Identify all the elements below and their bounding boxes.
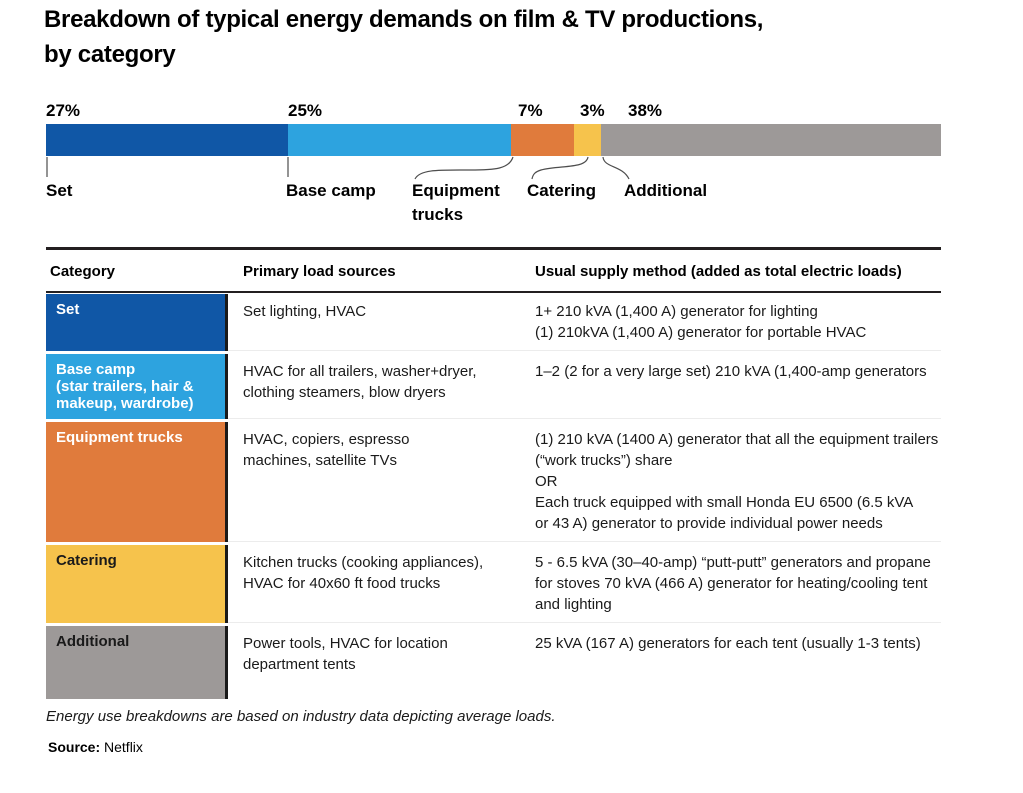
pct-label-catering: 3% [580,101,605,120]
energy-table: Category Primary load sources Usual supp… [46,247,941,699]
table-row-catering: Catering Kitchen trucks (cooking applian… [46,545,941,623]
supply-cell: 1+ 210 kVA (1,400 A) generator for light… [535,303,867,341]
sources-cell: Kitchen trucks (cooking appliances), HVA… [243,554,484,592]
category-cell: Set [46,294,228,351]
bar-value-labels: 27% 25% 7% 3% 38% [0,101,1023,121]
bar-label-base-camp: Base camp [286,181,376,200]
header-category: Category [50,263,116,280]
bar-segment-base-camp [287,124,512,156]
pct-label-equipment-trucks: 7% [518,101,543,120]
supply-cell: 5 - 6.5 kVA (30–40-amp) “putt-putt” gene… [535,554,931,613]
table-row-set: Set Set lighting, HVAC 1+ 210 kVA (1,400… [46,294,941,351]
category-cell: Equipment trucks [46,422,228,542]
category-cell: Additional [46,626,228,699]
table-row-additional: Additional Power tools, HVAC for locatio… [46,626,941,699]
stacked-bar [46,124,941,156]
source-value: Netflix [104,739,143,755]
table-header-row: Category Primary load sources Usual supp… [46,250,941,291]
footnote: Energy use breakdowns are based on indus… [46,708,556,725]
source-label: Source: [48,739,101,755]
supply-cell: (1) 210 kVA (1400 A) generator that all … [535,431,939,532]
supply-cell: 1–2 (2 for a very large set) 210 kVA (1,… [535,363,927,380]
pct-label-base-camp: 25% [288,101,323,120]
bar-segment-set [46,124,288,156]
bar-segment-additional [600,124,941,156]
bar-label-set: Set [46,181,73,200]
bar-segment-equipment-trucks [511,124,575,156]
source-line: Source: Netflix [48,739,143,755]
leader-lines [46,156,630,180]
pct-label-additional: 38% [628,101,663,120]
bar-label-catering: Catering [527,181,596,200]
sources-cell: HVAC, copiers, espresso machines, satell… [243,431,410,469]
table-header-rule [46,291,941,293]
category-cell: Catering [46,545,228,623]
table-row-base-camp: Base camp (star trailers, hair & makeup,… [46,354,941,419]
pct-label-set: 27% [46,101,81,120]
bar-segment-catering [574,124,601,156]
page-title: Breakdown of typical energy demands on f… [44,6,764,68]
table-top-rule [46,247,941,250]
sources-cell: Set lighting, HVAC [243,303,367,320]
sources-cell: HVAC for all trailers, washer+dryer, clo… [243,363,477,401]
table-row-equipment-trucks: Equipment trucks HVAC, copiers, espresso… [46,422,941,542]
supply-cell: 25 kVA (167 A) generators for each tent … [535,635,921,652]
table-body: Set Set lighting, HVAC 1+ 210 kVA (1,400… [46,294,941,699]
category-cell: Base camp (star trailers, hair & makeup,… [46,354,228,419]
bar-label-equipment-trucks: Equipment trucks [412,181,500,224]
header-primary-load-sources: Primary load sources [243,263,396,280]
header-usual-supply-method: Usual supply method (added as total elec… [535,263,902,280]
sources-cell: Power tools, HVAC for location departmen… [243,635,448,673]
bar-label-additional: Additional [624,181,708,200]
